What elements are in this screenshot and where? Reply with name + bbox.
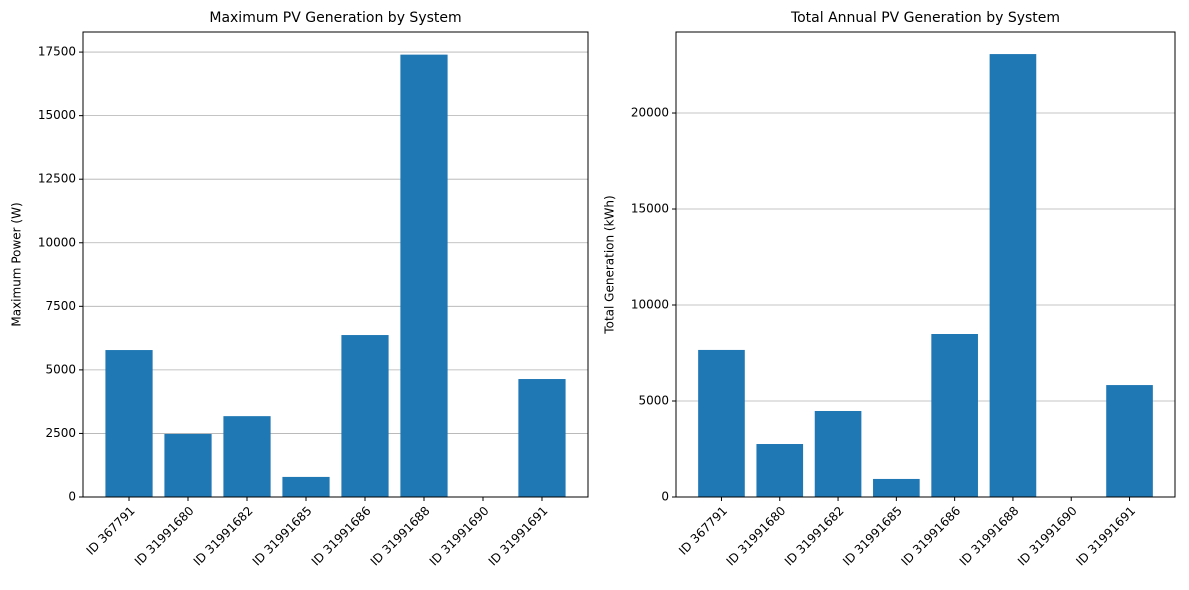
x-tick-label: ID 31991686 [898, 504, 963, 569]
x-tick-label: ID 31991686 [309, 504, 374, 569]
y-tick-label: 10000 [38, 235, 76, 249]
y-tick-label: 12500 [38, 172, 76, 186]
y-tick-label: 0 [68, 490, 76, 504]
bar [756, 444, 804, 497]
chart-title: Maximum PV Generation by System [209, 10, 461, 26]
bar [282, 476, 330, 497]
y-axis-label: Maximum Power (W) [10, 202, 24, 326]
y-tick-label: 5000 [45, 362, 76, 376]
x-tick-label: ID 367791 [84, 504, 138, 558]
x-tick-label: ID 31991691 [1073, 504, 1138, 569]
y-tick-label: 10000 [631, 298, 669, 312]
x-tick-label: ID 31991680 [724, 504, 789, 569]
chart-title: Total Annual PV Generation by System [790, 10, 1060, 26]
bar [873, 478, 920, 497]
x-tick-label: ID 31991680 [132, 504, 197, 569]
x-tick-label: ID 367791 [676, 504, 730, 558]
y-tick-label: 15000 [38, 108, 76, 122]
y-tick-label: 2500 [45, 426, 76, 440]
bar [989, 54, 1037, 498]
plot-frame [675, 31, 1176, 498]
y-tick-label: 20000 [631, 106, 669, 120]
bar [400, 54, 448, 498]
x-tick-label: ID 31991690 [1015, 504, 1080, 569]
x-tick-label: ID 31991682 [782, 504, 847, 569]
x-tick-label: ID 31991685 [250, 504, 315, 569]
bar [223, 416, 271, 497]
x-tick-label: ID 31991690 [427, 504, 492, 569]
y-tick-label: 15000 [631, 202, 669, 216]
y-axis-label: Total Generation (kWh) [603, 195, 617, 334]
bar [814, 410, 862, 497]
bar [1106, 385, 1153, 497]
x-tick-label: ID 31991685 [840, 504, 905, 569]
y-tick-label: 0 [661, 490, 669, 504]
y-tick-label: 7500 [45, 299, 76, 313]
x-tick-label: ID 31991688 [368, 504, 433, 569]
y-tick-label: 5000 [638, 394, 669, 408]
bar [518, 379, 566, 497]
bar [164, 433, 212, 497]
x-tick-label: ID 31991691 [486, 504, 551, 569]
bar [105, 350, 153, 497]
x-tick-label: ID 31991688 [957, 504, 1022, 569]
y-tick-label: 17500 [38, 45, 76, 59]
x-tick-label: ID 31991682 [191, 504, 256, 569]
bar [341, 335, 389, 497]
bar [698, 349, 745, 497]
plot-frame [82, 31, 589, 498]
bar [931, 334, 978, 497]
